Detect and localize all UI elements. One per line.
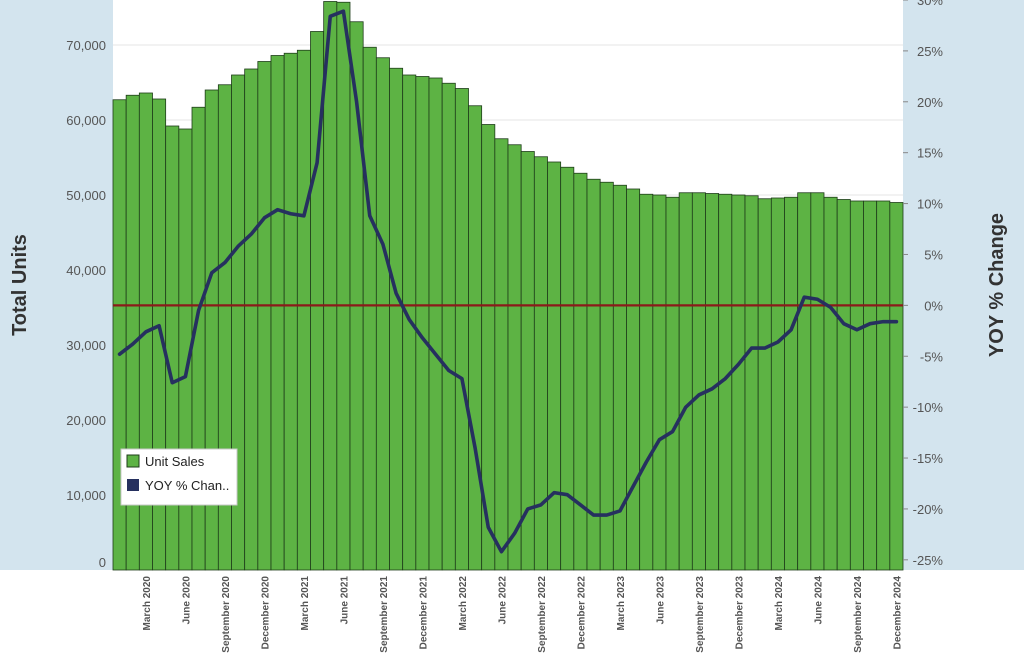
bar: [428, 77, 443, 571]
bar: [415, 76, 430, 571]
bar: [665, 196, 680, 571]
legend-label-yoy-change: YOY % Chan..: [145, 478, 229, 493]
bar: [389, 67, 404, 571]
x-tick-label: June 2022: [497, 576, 508, 625]
bar: [797, 192, 812, 571]
y2-tick-label: 5%: [924, 247, 943, 262]
y-tick-label: 70,000: [66, 38, 106, 53]
bar: [876, 200, 891, 571]
bar: [626, 188, 641, 571]
y2-tick-label: 30%: [917, 0, 943, 8]
x-tick-label: March 2024: [774, 576, 785, 631]
bar: [849, 200, 864, 571]
x-tick-label: December 2021: [418, 576, 429, 650]
bar: [863, 200, 878, 571]
x-tick-label: September 2023: [695, 576, 706, 653]
y-tick-label: 60,000: [66, 113, 106, 128]
legend-box: [120, 448, 238, 506]
y2-tick-label: 10%: [917, 197, 943, 212]
bar: [336, 1, 351, 571]
bar: [889, 202, 904, 571]
x-tick-label: December 2023: [734, 576, 745, 650]
y2-tick-label: 0%: [924, 298, 943, 313]
bar: [705, 193, 720, 571]
bar: [270, 55, 285, 571]
y2-tick-label: -10%: [913, 400, 944, 415]
x-tick-label: September 2024: [853, 576, 864, 653]
x-tick-label: September 2022: [537, 576, 548, 653]
x-tick-label: March 2023: [616, 576, 627, 631]
legend: Unit Sales YOY % Chan..: [120, 448, 238, 506]
bar: [362, 46, 377, 571]
bar: [652, 194, 667, 571]
bar: [810, 192, 825, 571]
bar: [691, 192, 706, 571]
y2-tick-label: 25%: [917, 44, 943, 59]
y2-tick-label: -20%: [913, 502, 944, 517]
bar: [560, 166, 575, 571]
left-panel-background: [0, 0, 113, 570]
y-axis-title: Total Units: [9, 234, 31, 336]
x-axis-ticks: March 2020 June 2020 September 2020 Decembe…: [142, 576, 904, 653]
bar: [757, 198, 772, 571]
bar: [547, 161, 562, 571]
y-tick-label: 40,000: [66, 263, 106, 278]
bar: [494, 138, 509, 571]
bar: [836, 199, 851, 571]
right-panel-background: [903, 0, 1024, 570]
x-tick-label: March 2021: [300, 576, 311, 631]
bar: [744, 195, 759, 571]
bar: [468, 105, 483, 571]
y-tick-label: 10,000: [66, 488, 106, 503]
legend-label-unit-sales: Unit Sales: [145, 454, 205, 469]
x-tick-label: June 2020: [181, 576, 192, 625]
bar: [375, 57, 390, 571]
x-tick-label: March 2020: [142, 576, 153, 631]
y-tick-label: 30,000: [66, 338, 106, 353]
bar-series: [112, 1, 904, 571]
bar: [639, 193, 654, 571]
y-tick-label: 0: [99, 555, 106, 570]
bar: [257, 61, 272, 571]
bar: [296, 49, 311, 571]
y2-tick-label: -5%: [920, 349, 944, 364]
x-tick-label: December 2024: [892, 576, 903, 650]
bar: [678, 192, 693, 571]
x-tick-label: June 2024: [813, 576, 824, 625]
bar: [244, 68, 259, 571]
bar: [731, 194, 746, 571]
bar: [507, 144, 522, 571]
bar: [823, 196, 838, 571]
y-tick-label: 50,000: [66, 188, 106, 203]
y2-tick-label: -15%: [913, 451, 944, 466]
x-tick-label: September 2021: [379, 576, 390, 653]
x-tick-label: September 2020: [221, 576, 232, 653]
bar: [454, 88, 469, 571]
y-axis-ticks: 0 10,000 20,000 30,000 40,000 50,000 60,000 70,…: [66, 38, 106, 570]
x-tick-label: December 2022: [576, 576, 587, 650]
x-tick-label: December 2020: [260, 576, 271, 650]
legend-swatch-unit-sales: [126, 454, 140, 468]
legend-swatch-yoy-change: [127, 479, 139, 491]
x-tick-label: June 2023: [655, 576, 666, 625]
bar: [283, 52, 298, 571]
y2-tick-label: 20%: [917, 95, 943, 110]
x-tick-label: June 2021: [339, 576, 350, 625]
y-tick-label: 20,000: [66, 413, 106, 428]
y2-axis-title: YOY % Change: [986, 213, 1008, 357]
bar: [770, 197, 785, 571]
yoy-line-series: [117, 9, 899, 554]
y2-axis-ticks: -25% -20% -15% -10% -5% 0% 5% 10% 15% 20% 25% 30%: [903, 0, 943, 568]
x-tick-label: March 2022: [458, 576, 469, 631]
y2-tick-label: -25%: [913, 553, 944, 568]
bar: [784, 196, 799, 571]
y2-tick-label: 15%: [917, 146, 943, 161]
bar: [441, 82, 456, 571]
